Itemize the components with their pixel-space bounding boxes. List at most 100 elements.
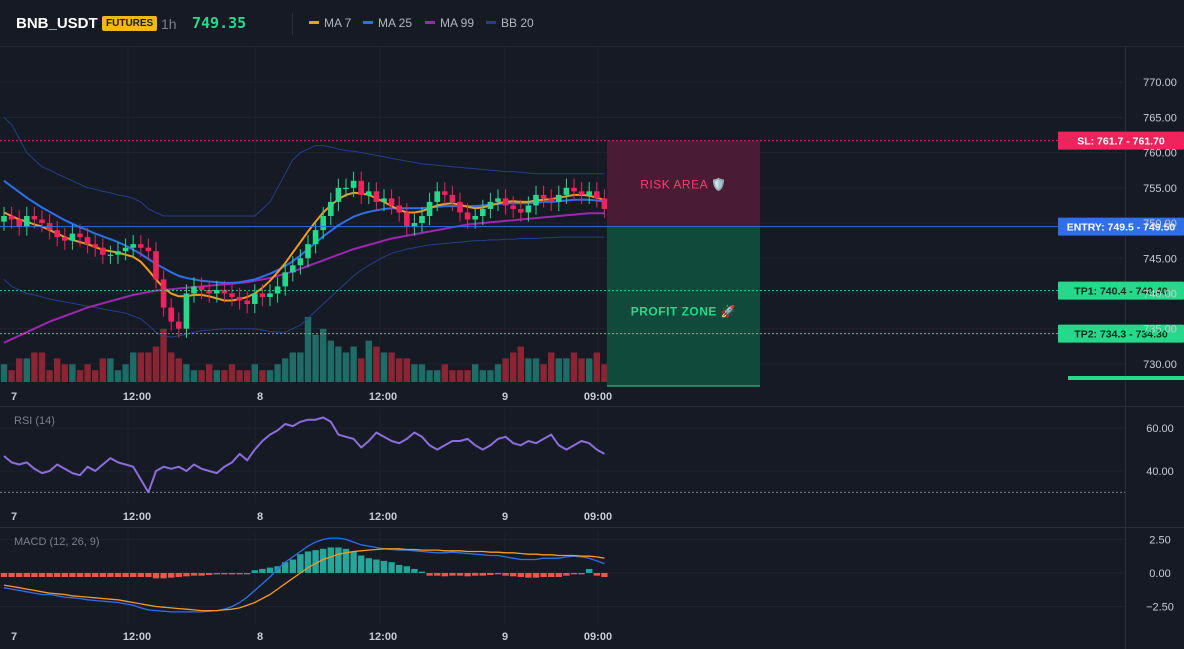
- candle-body: [160, 279, 167, 308]
- volume-bar: [563, 358, 570, 382]
- macd-histogram-bar: [487, 572, 494, 575]
- volume-bar: [570, 352, 578, 382]
- last-price: 749.35: [192, 14, 247, 32]
- candle-body: [388, 198, 395, 206]
- legend-ma99[interactable]: MA 99: [425, 16, 474, 30]
- candle-body: [312, 230, 319, 245]
- macd-histogram-bar: [122, 572, 129, 577]
- candle-body: [472, 216, 478, 220]
- macd-histogram-bar: [570, 572, 578, 575]
- y-tick-label: 765.00: [1143, 112, 1177, 124]
- candle-body: [92, 244, 98, 248]
- legend-bb20[interactable]: BB 20: [486, 16, 534, 30]
- candle-body: [198, 286, 205, 290]
- volume-bar: [578, 358, 585, 382]
- volume-bar: [76, 370, 84, 382]
- candle-body: [214, 289, 220, 294]
- candle-body: [229, 293, 235, 297]
- candle-body: [305, 244, 311, 259]
- macd-signal-line: [3, 548, 605, 612]
- bb-lower-line: [3, 236, 605, 338]
- macd-histogram-bar: [61, 572, 68, 577]
- price-level-tp2-tag: [1058, 324, 1184, 343]
- macd-histogram-bar: [99, 572, 106, 577]
- macd-histogram-bar: [464, 572, 471, 577]
- volume-bar: [23, 358, 30, 382]
- y-tick-label: 740.00: [1143, 288, 1177, 300]
- candle-body: [381, 198, 387, 202]
- macd-tick-label: 2.50: [1149, 534, 1170, 546]
- time-label: 7: [11, 391, 17, 403]
- candle-body: [176, 321, 182, 329]
- candle-body: [297, 258, 304, 266]
- macd-histogram-bar: [137, 572, 144, 577]
- volume-bar: [92, 370, 99, 382]
- macd-histogram-bar: [198, 572, 205, 576]
- y-tick-label: 750.00: [1143, 218, 1177, 230]
- candle-body: [31, 216, 38, 220]
- candle-body: [1, 216, 7, 222]
- macd-histogram-bar: [593, 572, 600, 576]
- risk-zone-label: RISK AREA 🛡️: [640, 177, 726, 191]
- risk-zone: [607, 140, 760, 227]
- candle-body: [495, 198, 501, 202]
- legend-ma7[interactable]: MA 7: [309, 16, 351, 30]
- volume-bar: [456, 370, 464, 382]
- macd-histogram-bar: [46, 572, 53, 577]
- candle-body: [540, 194, 547, 199]
- volume-bar: [54, 358, 61, 382]
- macd-histogram-bar: [259, 568, 266, 573]
- time-label: 09:00: [584, 391, 612, 403]
- candle-body: [335, 187, 342, 202]
- macd-histogram-bar: [601, 572, 608, 577]
- price-level-sl-tag: [1058, 131, 1184, 150]
- time-label: 7: [11, 511, 17, 523]
- volume-bar: [502, 358, 509, 382]
- volume-bar: [403, 358, 410, 382]
- macd-histogram-bar: [0, 572, 8, 577]
- volume-bar: [335, 346, 342, 382]
- macd-histogram-bar: [145, 572, 152, 577]
- candle-body: [252, 293, 258, 305]
- volume-bar: [198, 370, 205, 382]
- volume-bar: [175, 358, 182, 382]
- candle-body: [183, 293, 190, 329]
- macd-histogram-bar: [358, 555, 365, 573]
- candle-body: [84, 237, 91, 245]
- price-level-entry-label: ENTRY: 749.5 - 749.50: [1067, 222, 1176, 234]
- time-label: 12:00: [123, 391, 151, 403]
- macd-histogram-bar: [31, 572, 38, 577]
- candle-body: [168, 307, 174, 322]
- candle-body: [350, 180, 357, 188]
- macd-histogram-bar: [350, 551, 357, 573]
- price-level-tp1-label: TP1: 740.4 - 740.40: [1074, 286, 1168, 298]
- candle-body: [138, 244, 144, 248]
- timeframe-label[interactable]: 1h: [161, 16, 177, 32]
- volume-bar: [525, 358, 532, 382]
- legend-ma25[interactable]: MA 25: [363, 16, 412, 30]
- time-label: 12:00: [369, 391, 397, 403]
- symbol-name[interactable]: BNB_USDT: [16, 15, 98, 32]
- candle-body: [16, 219, 22, 227]
- macd-histogram-bar: [373, 559, 380, 573]
- candle-body: [328, 201, 334, 216]
- time-label: 12:00: [369, 511, 397, 523]
- volume-bar: [61, 364, 68, 382]
- macd-histogram-bar: [244, 572, 251, 575]
- volume-bar: [289, 352, 296, 382]
- macd-histogram-bar: [190, 572, 198, 576]
- volume-bar: [555, 358, 562, 382]
- volume-bar: [31, 352, 38, 382]
- macd-histogram-bar: [472, 572, 479, 576]
- macd-histogram-bar: [304, 551, 312, 573]
- candle-body: [100, 247, 106, 255]
- macd-histogram-bar: [23, 572, 30, 577]
- volume-bar: [517, 346, 524, 382]
- volume-bar: [190, 370, 198, 382]
- volume-bar: [137, 352, 144, 382]
- y-tick-label: 735.00: [1143, 324, 1177, 336]
- candle-body: [206, 289, 212, 294]
- volume-bar: [236, 370, 243, 382]
- volume-bar: [411, 364, 418, 382]
